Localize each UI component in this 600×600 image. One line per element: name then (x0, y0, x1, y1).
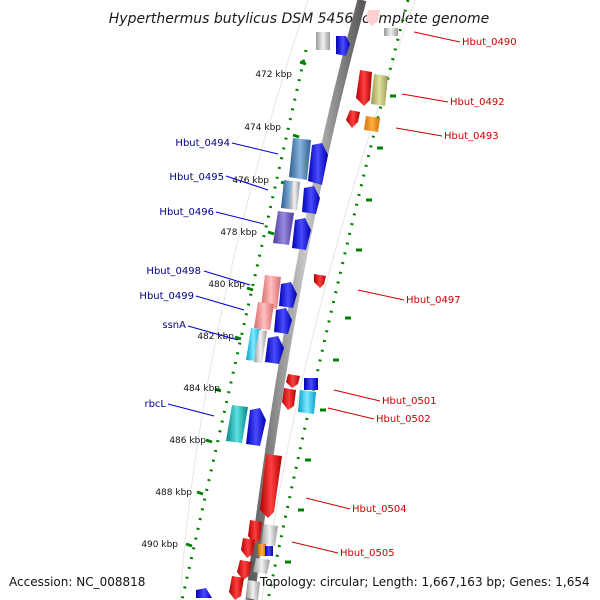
gene-reverse-arrow (282, 388, 296, 410)
gene-rbcl (226, 405, 248, 443)
gene-label: Hbut_0501 (382, 396, 437, 407)
gene-reverse-arrow (286, 374, 300, 388)
scale-label: 476 kbp (232, 176, 269, 186)
gene-hbut-0497 (314, 274, 326, 288)
leader-lines-right (291, 31, 461, 554)
scale-label: 482 kbp (197, 332, 234, 342)
gene-label: Hbut_0493 (444, 131, 499, 142)
gene-gray (253, 558, 270, 574)
scale-label: 486 kbp (169, 436, 206, 446)
gene-hbut-0501 (304, 378, 318, 390)
scale-label: 478 kbp (220, 228, 257, 238)
gene-forward-arrow (265, 336, 284, 364)
leader-lines-left (167, 142, 279, 417)
gene-gray (316, 32, 330, 50)
gene-hbut-0505 (258, 544, 266, 556)
faint-ring-left (179, 0, 309, 600)
gene-label: Hbut_0505 (340, 548, 395, 559)
gene-reverse-arrow (346, 110, 360, 128)
gene-hbut-0499 (254, 302, 274, 330)
gene-label: Hbut_0492 (450, 97, 505, 108)
scale-label: 480 kbp (208, 280, 245, 290)
scale-label: 472 kbp (255, 70, 292, 80)
genes-left-track (196, 32, 350, 598)
scale-label: 488 kbp (155, 488, 192, 498)
accession-text: Accession: NC_008818 (9, 575, 146, 589)
gene-reverse-arrow (241, 538, 255, 558)
gene-gray (384, 28, 398, 36)
gene-forward-arrow (279, 282, 297, 308)
gene-label: rbcL (144, 399, 166, 410)
gene-label: Hbut_0490 (462, 37, 517, 48)
gene-hbut-0498 (261, 275, 281, 309)
gene-forward-arrow (196, 588, 212, 598)
gene-label: Hbut_0497 (406, 295, 461, 306)
gene-label: Hbut_0495 (169, 172, 224, 183)
gene-label: Hbut_0502 (376, 414, 431, 425)
gene-label: Hbut_0494 (175, 138, 230, 149)
gene-gray (289, 181, 300, 210)
gene-hbut-0496 (273, 211, 294, 245)
gene-label: ssnA (162, 320, 186, 331)
gene-hbut-0504 (260, 454, 282, 518)
gene-forward-arrow (308, 143, 328, 185)
gene-reverse-arrow (229, 576, 244, 600)
gene-forward-arrow (274, 308, 292, 334)
gene-reverse-arrow (248, 520, 262, 544)
gene-gray (254, 330, 267, 363)
gene-gray (246, 580, 260, 600)
gene-hbut-0493 (364, 116, 380, 132)
gene-forward-arrow (292, 218, 311, 250)
gene-labels-left: Hbut_0494 Hbut_0495 Hbut_0496 Hbut_0498 … (139, 138, 230, 410)
topology-text: Topology: circular; Length: 1,667,163 bp… (260, 575, 590, 589)
map-title: Hyperthermus butylicus DSM 5456, complet… (109, 11, 489, 27)
gene-label: Hbut_0499 (139, 291, 194, 302)
gene-gray (261, 524, 278, 546)
gene-reverse-arrow (237, 560, 252, 580)
scale-label: 474 kbp (244, 123, 281, 133)
genes-right-track (229, 10, 398, 600)
scale-label: 484 kbp (183, 384, 220, 394)
dotted-ring-outer (266, 0, 410, 600)
gene-label: Hbut_0498 (146, 266, 201, 277)
gene-label: Hbut_0504 (352, 504, 407, 515)
gene-forward-arrow (246, 408, 266, 446)
gene-hbut-0490 (366, 10, 380, 26)
gene-label: Hbut_0496 (159, 207, 214, 218)
gene-hbut-0492 (356, 70, 372, 106)
gene-olive (371, 74, 388, 106)
gene-forward-arrow (336, 36, 350, 56)
gene-hbut-0502 (298, 390, 316, 414)
gene-hbut-0494 (289, 138, 311, 180)
scale-labels: 472 kbp 474 kbp 476 kbp 478 kbp 480 kbp … (141, 70, 292, 550)
gene-forward-block (265, 546, 273, 556)
scale-label: 490 kbp (141, 540, 178, 550)
gene-forward-arrow (302, 186, 320, 214)
gene-labels-right: Hbut_0490 Hbut_0492 Hbut_0493 Hbut_0497 … (340, 37, 517, 559)
